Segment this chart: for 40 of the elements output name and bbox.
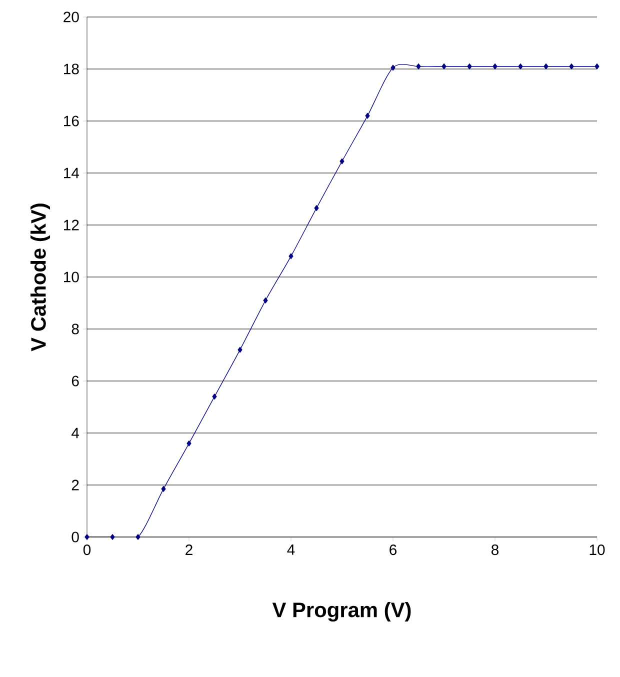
point	[110, 534, 115, 540]
y-tick-label: 18	[64, 64, 79, 74]
y-tick-label: 0	[72, 532, 79, 542]
point	[467, 63, 472, 70]
y-tick-label: 8	[72, 324, 79, 334]
y-tick-label: 10	[64, 272, 79, 282]
y-tick-label: 16	[64, 116, 79, 126]
point	[212, 394, 217, 400]
point	[594, 63, 600, 70]
point	[492, 63, 498, 70]
point	[390, 64, 396, 71]
point	[263, 297, 268, 304]
point	[238, 346, 242, 353]
point	[365, 112, 370, 119]
y-tick-label: 14	[64, 168, 80, 178]
point	[340, 158, 344, 164]
point	[416, 63, 421, 70]
y-tick-label: 20	[64, 12, 79, 22]
x-tick-label: 0	[83, 544, 91, 556]
y-tick-label: 2	[72, 480, 79, 490]
point	[84, 534, 90, 540]
x-tick-label: 2	[186, 544, 192, 555]
point	[161, 486, 166, 492]
y-axis-title: V Cathode (kV)	[30, 204, 50, 352]
point	[442, 63, 446, 70]
y-tick-label: 12	[64, 220, 79, 230]
point	[314, 205, 319, 212]
point	[136, 534, 140, 540]
point	[186, 440, 192, 446]
point	[544, 63, 548, 70]
point	[518, 63, 523, 70]
point	[288, 253, 294, 260]
x-tick-label: 10	[590, 544, 605, 556]
point	[569, 63, 574, 70]
y-tick-label: 6	[72, 376, 79, 386]
x-tick-label: 4	[287, 544, 295, 555]
x-axis-title: V Program (V)	[272, 602, 411, 622]
x-tick-label: 6	[390, 544, 397, 556]
x-tick-label: 8	[492, 544, 499, 556]
y-tick-label: 4	[72, 428, 80, 438]
